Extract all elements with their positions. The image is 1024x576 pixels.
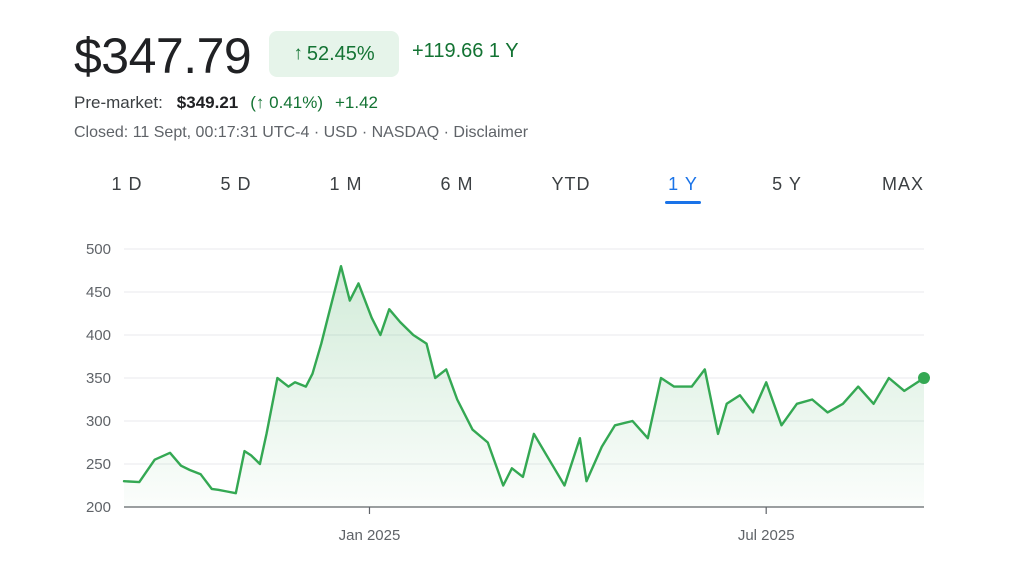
y-tick-label: 400 <box>86 327 111 344</box>
tab-6m[interactable]: 6 M <box>440 174 474 194</box>
latest-price-marker <box>918 372 930 384</box>
range-tabs: 1 D 5 D 1 M 6 M YTD 1 Y 5 Y MAX <box>0 174 1024 210</box>
premarket-price: $349.21 <box>176 93 239 112</box>
active-tab-indicator <box>665 201 701 204</box>
x-tick-label: Jan 2025 <box>339 527 401 544</box>
y-tick-label: 500 <box>86 241 111 258</box>
price-area-fill <box>124 266 924 507</box>
change-percent-value: 52.45% <box>306 42 375 65</box>
x-tick-label: Jul 2025 <box>738 527 795 544</box>
y-tick-label: 300 <box>86 413 111 430</box>
market-status-line: Closed: 11 Sept, 00:17:31 UTC-4 · USD · … <box>74 124 529 141</box>
y-tick-label: 450 <box>86 284 111 301</box>
tab-1y[interactable]: 1 Y <box>668 174 698 194</box>
change-absolute: +119.66 1 Y <box>412 40 519 62</box>
tab-ytd[interactable]: YTD <box>551 174 591 194</box>
tab-1m[interactable]: 1 M <box>329 174 363 194</box>
change-percent-badge: ↑ 52.45% <box>269 31 399 77</box>
premarket-percent: (↑ 0.41%) <box>250 93 323 112</box>
current-price: $347.79 <box>74 28 252 84</box>
tab-5y[interactable]: 5 Y <box>772 174 802 194</box>
tab-max[interactable]: MAX <box>881 174 925 194</box>
y-tick-label: 250 <box>86 456 111 473</box>
y-tick-label: 200 <box>86 499 111 516</box>
arrow-up-icon: ↑ <box>293 43 303 64</box>
premarket-label: Pre-market: <box>74 93 163 112</box>
premarket-change: +1.42 <box>335 93 379 112</box>
tab-1d[interactable]: 1 D <box>111 174 143 194</box>
tab-5d[interactable]: 5 D <box>220 174 252 194</box>
price-line <box>122 265 926 495</box>
premarket-row: Pre-market: $349.21 (↑ 0.41%) +1.42 <box>74 93 378 113</box>
y-tick-label: 350 <box>86 370 111 387</box>
